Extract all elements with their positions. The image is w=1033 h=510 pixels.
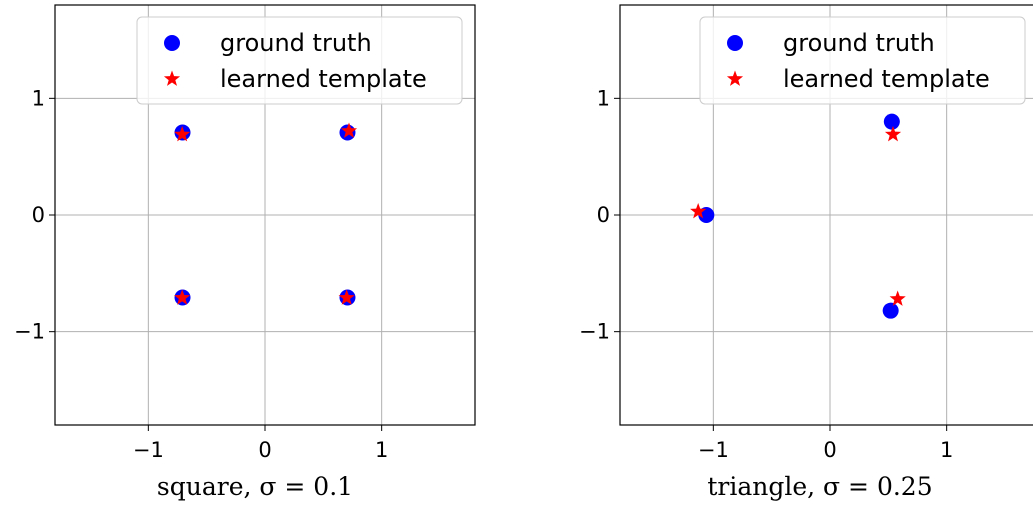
learned-template-point <box>884 126 902 142</box>
ground-truth-point <box>882 302 899 319</box>
ground-truth-point <box>883 113 900 130</box>
panel-caption: square, σ = 0.1 <box>157 472 353 501</box>
x-tick-label: 0 <box>258 438 271 462</box>
x-tick-label: 1 <box>375 438 388 462</box>
legend-circle-icon <box>164 35 180 51</box>
legend-label: learned template <box>783 65 990 93</box>
x-tick-label: −1 <box>133 438 164 462</box>
x-tick-label: −1 <box>698 438 729 462</box>
legend-box <box>136 16 463 105</box>
legend-label: ground truth <box>220 29 372 57</box>
legend-star-icon <box>163 70 181 86</box>
y-tick-label: 1 <box>597 86 610 110</box>
y-tick-label: 0 <box>32 203 45 227</box>
y-tick-label: 1 <box>32 86 45 110</box>
learned-template-point <box>889 290 906 306</box>
learned-template-point <box>174 126 191 142</box>
x-tick-label: 0 <box>823 438 836 462</box>
legend-box <box>699 16 1026 105</box>
y-tick-label: 0 <box>597 203 610 227</box>
left-scatter-panel: −1 0 1 −1 0 1 ground truth learned template squa… <box>14 4 476 501</box>
learned-template-point <box>690 203 707 219</box>
y-tick-label: −1 <box>14 320 45 344</box>
learned-template-point <box>340 122 358 138</box>
y-tick-label: −1 <box>579 320 610 344</box>
learned-template-point <box>338 289 355 305</box>
x-tick-label: 1 <box>940 438 953 462</box>
legend-label: ground truth <box>783 29 935 57</box>
legend-star-icon <box>726 70 744 86</box>
learned-template-point <box>174 289 191 305</box>
legend-circle-icon <box>727 35 743 51</box>
right-scatter-panel: −1 0 1 −1 0 1 ground truth learned template tria… <box>579 4 1033 501</box>
legend-label: learned template <box>220 65 427 93</box>
panel-caption: triangle, σ = 0.25 <box>707 472 932 501</box>
